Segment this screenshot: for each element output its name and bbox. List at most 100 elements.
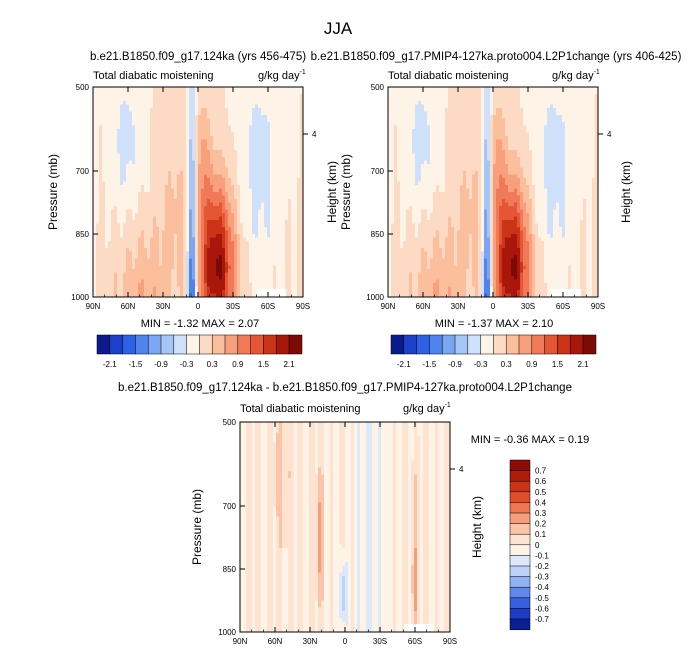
field-cell [99, 185, 103, 189]
field-cell [403, 143, 407, 147]
colorbar-label: 1.5 [258, 360, 270, 369]
field-cell [168, 195, 172, 200]
field-cell [120, 90, 124, 95]
field-cell [388, 255, 392, 259]
field-cell [216, 286, 220, 291]
field-cell [195, 181, 199, 186]
field-cell [141, 108, 145, 112]
field-cell [270, 227, 274, 231]
field-cell [249, 293, 253, 298]
field-cell [135, 150, 139, 154]
field-cell [162, 244, 166, 249]
field-cells [388, 87, 599, 298]
field-cell [108, 118, 112, 123]
field-cell [228, 185, 232, 189]
field-cell [204, 129, 208, 133]
field-cell [210, 216, 214, 221]
colorbar-swatch [275, 334, 290, 355]
field-cell [189, 279, 193, 284]
field-cell [111, 90, 115, 95]
field-cell [111, 269, 115, 273]
field-cell [222, 279, 226, 284]
field-cell [189, 213, 193, 217]
field-cell [138, 234, 142, 238]
field-cell [126, 265, 130, 270]
field-cell [391, 223, 395, 228]
field-cell [255, 206, 259, 210]
field-cell [421, 174, 425, 179]
field-cell [135, 255, 139, 259]
field-cell [294, 129, 298, 133]
field-cell [213, 87, 217, 91]
field-cell [412, 202, 416, 207]
field-cell [400, 153, 404, 158]
field-cell [264, 171, 268, 175]
field-cell [288, 192, 292, 196]
field-cell [394, 164, 398, 168]
field-cell [228, 132, 232, 137]
field-cell [96, 234, 100, 238]
field-cell [300, 216, 304, 221]
field-cell [126, 122, 130, 126]
field-cell [189, 265, 193, 270]
field-cell [102, 230, 106, 235]
field-cell [400, 122, 404, 126]
field-cell [300, 132, 304, 137]
field-cell [288, 262, 292, 266]
field-cell [111, 293, 115, 298]
field-cell [291, 293, 295, 298]
field-cell [108, 244, 112, 249]
field-cell [391, 206, 395, 210]
field-cell [144, 101, 148, 105]
field-cell [240, 251, 244, 256]
field-cell [138, 279, 142, 284]
field-cell [180, 202, 184, 207]
field-cell [132, 185, 136, 189]
field-cell [108, 111, 112, 116]
colorbar-label: -0.9 [154, 360, 168, 369]
field-cell [174, 206, 178, 210]
field-cell [195, 139, 199, 144]
field-cell [264, 87, 268, 91]
field-cell [195, 157, 199, 161]
field-cell [252, 216, 256, 221]
field-cell [123, 192, 127, 196]
field-cell [216, 164, 220, 168]
field-cell [186, 213, 190, 217]
field-cell [96, 185, 100, 189]
field-cell [105, 181, 109, 186]
field-cell [264, 269, 268, 273]
field-cell [201, 188, 205, 193]
field-cell [400, 251, 404, 256]
field-cell [258, 276, 262, 280]
field-cell [150, 251, 154, 256]
field-cell [126, 143, 130, 147]
field-cell [114, 265, 118, 270]
field-cell [102, 122, 106, 126]
field-cell [252, 115, 256, 119]
field-cell [297, 234, 301, 238]
field-cell [264, 237, 268, 242]
field-cell [204, 150, 208, 154]
field-cell [421, 90, 425, 95]
field-cell [237, 241, 241, 245]
field-cell [228, 248, 232, 252]
field-cell [132, 290, 136, 294]
field-cell [117, 118, 121, 123]
field-cell [129, 202, 133, 207]
field-cell [120, 111, 124, 116]
field-cell [231, 139, 235, 144]
field-cell [204, 244, 208, 249]
field-cell [228, 269, 232, 273]
field-cell [201, 153, 205, 158]
field-cell [216, 132, 220, 137]
field-cell [415, 227, 419, 231]
field-cell [409, 269, 413, 273]
field-cell [252, 143, 256, 147]
field-cell [249, 125, 253, 130]
field-cell [126, 272, 130, 277]
field-cell [189, 258, 193, 263]
field-cell [291, 192, 295, 196]
field-cell [135, 234, 139, 238]
field-cell [388, 108, 392, 112]
